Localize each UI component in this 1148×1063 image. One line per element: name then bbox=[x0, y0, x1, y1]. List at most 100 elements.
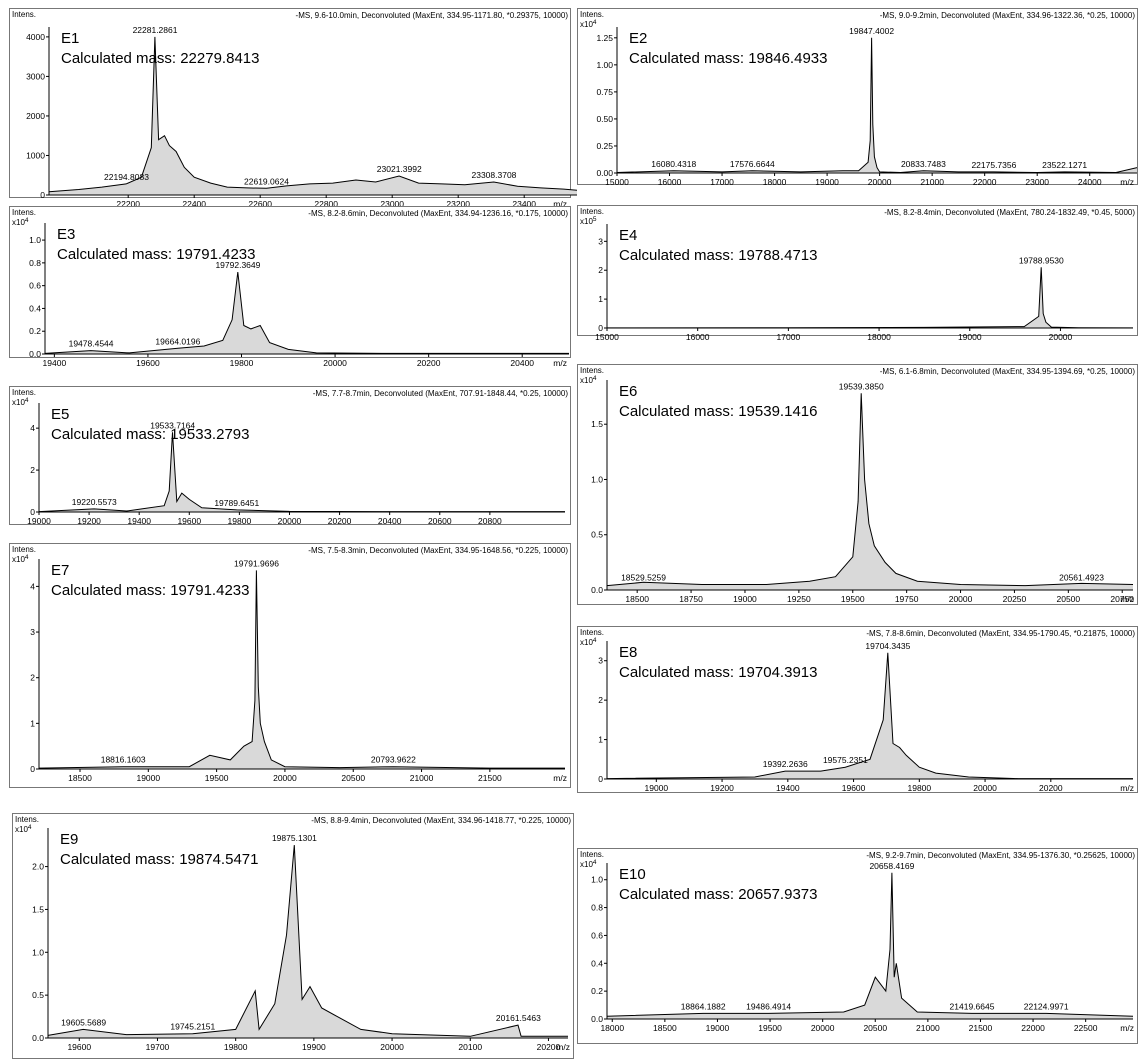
y-axis-exponent: x104 bbox=[580, 19, 597, 29]
x-tick-label: 20500 bbox=[341, 773, 365, 783]
panel-frame bbox=[577, 205, 1138, 336]
x-tick-label: 21500 bbox=[969, 1023, 993, 1033]
y-tick-label: 3 bbox=[598, 656, 603, 666]
x-tick-label: 18000 bbox=[867, 332, 891, 342]
acquisition-header: -MS, 7.8-8.6min, Deconvoluted (MaxEnt, 3… bbox=[866, 629, 1135, 638]
x-tick-label: 20500 bbox=[1057, 594, 1081, 604]
x-tick-label: 20000 bbox=[868, 177, 892, 187]
peak-label: 19745.2151 bbox=[170, 1022, 215, 1032]
x-tick-label: 19000 bbox=[644, 783, 668, 793]
y-tick-label: 0.5 bbox=[591, 530, 603, 540]
x-tick-label: 18500 bbox=[625, 594, 649, 604]
calculated-mass: Calculated mass: 19874.5471 bbox=[60, 851, 258, 868]
y-tick-label: 2000 bbox=[26, 111, 45, 121]
spectrum-fill bbox=[39, 432, 565, 512]
y-axis-exponent: x104 bbox=[12, 554, 29, 564]
y-tick-label: 1.00 bbox=[596, 60, 613, 70]
sample-title: E3 bbox=[57, 226, 75, 243]
y-exponent-power: 4 bbox=[593, 859, 597, 866]
peak-label: 19791.9696 bbox=[234, 558, 279, 568]
spectrum-svg: Intens.x104 -MS, 8.2-8.6min, Deconvoluted… bbox=[9, 206, 571, 368]
peak-label: 22619.0624 bbox=[244, 176, 289, 186]
x-tick-label: 20000 bbox=[973, 783, 997, 793]
y-tick-label: 0.8 bbox=[29, 258, 41, 268]
x-tick-label: 19250 bbox=[787, 594, 811, 604]
x-tick-label: 20000 bbox=[278, 516, 302, 526]
x-tick-label: 19000 bbox=[815, 177, 839, 187]
y-tick-label: 0.5 bbox=[32, 990, 44, 1000]
y-tick-label: 1.5 bbox=[591, 419, 603, 429]
x-tick-label: 19900 bbox=[302, 1042, 326, 1052]
x-tick-label: 23200 bbox=[446, 199, 470, 209]
y-axis-exponent: x104 bbox=[580, 637, 597, 647]
peak-label: 17576.6644 bbox=[730, 159, 775, 169]
y-tick-label: 2 bbox=[598, 695, 603, 705]
y-tick-label: 0.0 bbox=[591, 1014, 603, 1024]
peak-label: 19664.0196 bbox=[155, 336, 200, 346]
x-tick-label: 20400 bbox=[378, 516, 402, 526]
x-tick-label: 21000 bbox=[916, 1023, 940, 1033]
x-tick-label: 21000 bbox=[410, 773, 434, 783]
spectrum-svg: Intens.x104 -MS, 8.8-9.4min, Deconvoluted… bbox=[12, 813, 574, 1059]
y-tick-label: 3 bbox=[598, 236, 603, 246]
y-tick-label: 0.8 bbox=[591, 903, 603, 913]
x-tick-label: 19600 bbox=[842, 783, 866, 793]
y-tick-label: 0.0 bbox=[29, 349, 41, 359]
y-tick-label: 2 bbox=[30, 465, 35, 475]
y-tick-label: 3 bbox=[30, 627, 35, 637]
x-tick-label: 15000 bbox=[595, 332, 619, 342]
x-tick-label: 19000 bbox=[136, 773, 160, 783]
spectrum-svg: Intens.x104 -MS, 9.2-9.7min, Deconvoluted… bbox=[577, 848, 1138, 1044]
spectrum-panel-e7: Intens. x104 -MS, 7.5-8.3min, Deconvoluted… bbox=[9, 543, 571, 788]
y-axis-label: Intens. bbox=[15, 815, 39, 824]
y-tick-label: 0.25 bbox=[596, 141, 613, 151]
x-tick-label: 23000 bbox=[380, 199, 404, 209]
y-tick-label: 4000 bbox=[26, 32, 45, 42]
x-tick-label: 20800 bbox=[478, 516, 502, 526]
y-tick-label: 1 bbox=[598, 294, 603, 304]
y-axis-label: Intens. bbox=[12, 388, 36, 397]
spectrum-panel-e10: Intens. x104 -MS, 9.2-9.7min, Deconvoluted… bbox=[577, 848, 1138, 1044]
y-tick-label: 1.0 bbox=[32, 947, 44, 957]
spectrum-svg: Intens.x104 -MS, 7.8-8.6min, Deconvoluted… bbox=[577, 626, 1138, 793]
peak-label: 19792.3649 bbox=[215, 260, 260, 270]
x-tick-label: 19500 bbox=[841, 594, 865, 604]
y-tick-label: 1000 bbox=[26, 150, 45, 160]
x-tick-label: 20000 bbox=[1049, 332, 1073, 342]
y-exponent-base: x10 bbox=[12, 218, 25, 227]
spectrum-trace bbox=[44, 271, 569, 354]
acquisition-header: -MS, 9.2-9.7min, Deconvoluted (MaxEnt, 3… bbox=[866, 851, 1135, 860]
y-tick-label: 0 bbox=[30, 764, 35, 774]
y-axis-exponent: x104 bbox=[15, 824, 32, 834]
y-tick-label: 0.4 bbox=[591, 958, 603, 968]
y-tick-label: 2 bbox=[598, 265, 603, 275]
sample-title: E9 bbox=[60, 831, 78, 848]
y-axis-label: Intens. bbox=[12, 10, 36, 19]
panel-frame bbox=[9, 8, 571, 198]
y-axis-label: Intens. bbox=[580, 628, 604, 637]
y-exponent-base: x10 bbox=[15, 825, 28, 834]
y-exponent-base: x10 bbox=[12, 398, 25, 407]
y-axis-label: Intens. bbox=[580, 850, 604, 859]
x-unit-label: m/z bbox=[1120, 1023, 1134, 1033]
x-tick-label: 19800 bbox=[224, 1042, 248, 1052]
sample-title: E1 bbox=[61, 30, 79, 47]
spectrum-trace bbox=[606, 652, 1133, 780]
x-tick-label: 19400 bbox=[127, 516, 151, 526]
acquisition-header: -MS, 8.8-9.4min, Deconvoluted (MaxEnt, 3… bbox=[311, 816, 571, 825]
x-unit-label: m/z bbox=[553, 358, 567, 368]
y-tick-label: 4 bbox=[30, 581, 35, 591]
x-tick-label: 18500 bbox=[68, 773, 92, 783]
peak-label: 20161.5463 bbox=[496, 1013, 541, 1023]
x-tick-label: 19400 bbox=[776, 783, 800, 793]
y-axis-exponent: x104 bbox=[12, 397, 29, 407]
y-exponent-power: 4 bbox=[25, 397, 29, 404]
x-tick-label: 20000 bbox=[323, 358, 347, 368]
y-tick-label: 0.2 bbox=[591, 986, 603, 996]
x-tick-label: 19750 bbox=[895, 594, 919, 604]
y-exponent-power: 4 bbox=[25, 217, 29, 224]
acquisition-header: -MS, 7.5-8.3min, Deconvoluted (MaxEnt, 3… bbox=[308, 546, 568, 555]
x-tick-label: 20750 bbox=[1110, 594, 1134, 604]
spectrum-trace bbox=[606, 393, 1134, 587]
spectrum-trace bbox=[48, 36, 578, 193]
